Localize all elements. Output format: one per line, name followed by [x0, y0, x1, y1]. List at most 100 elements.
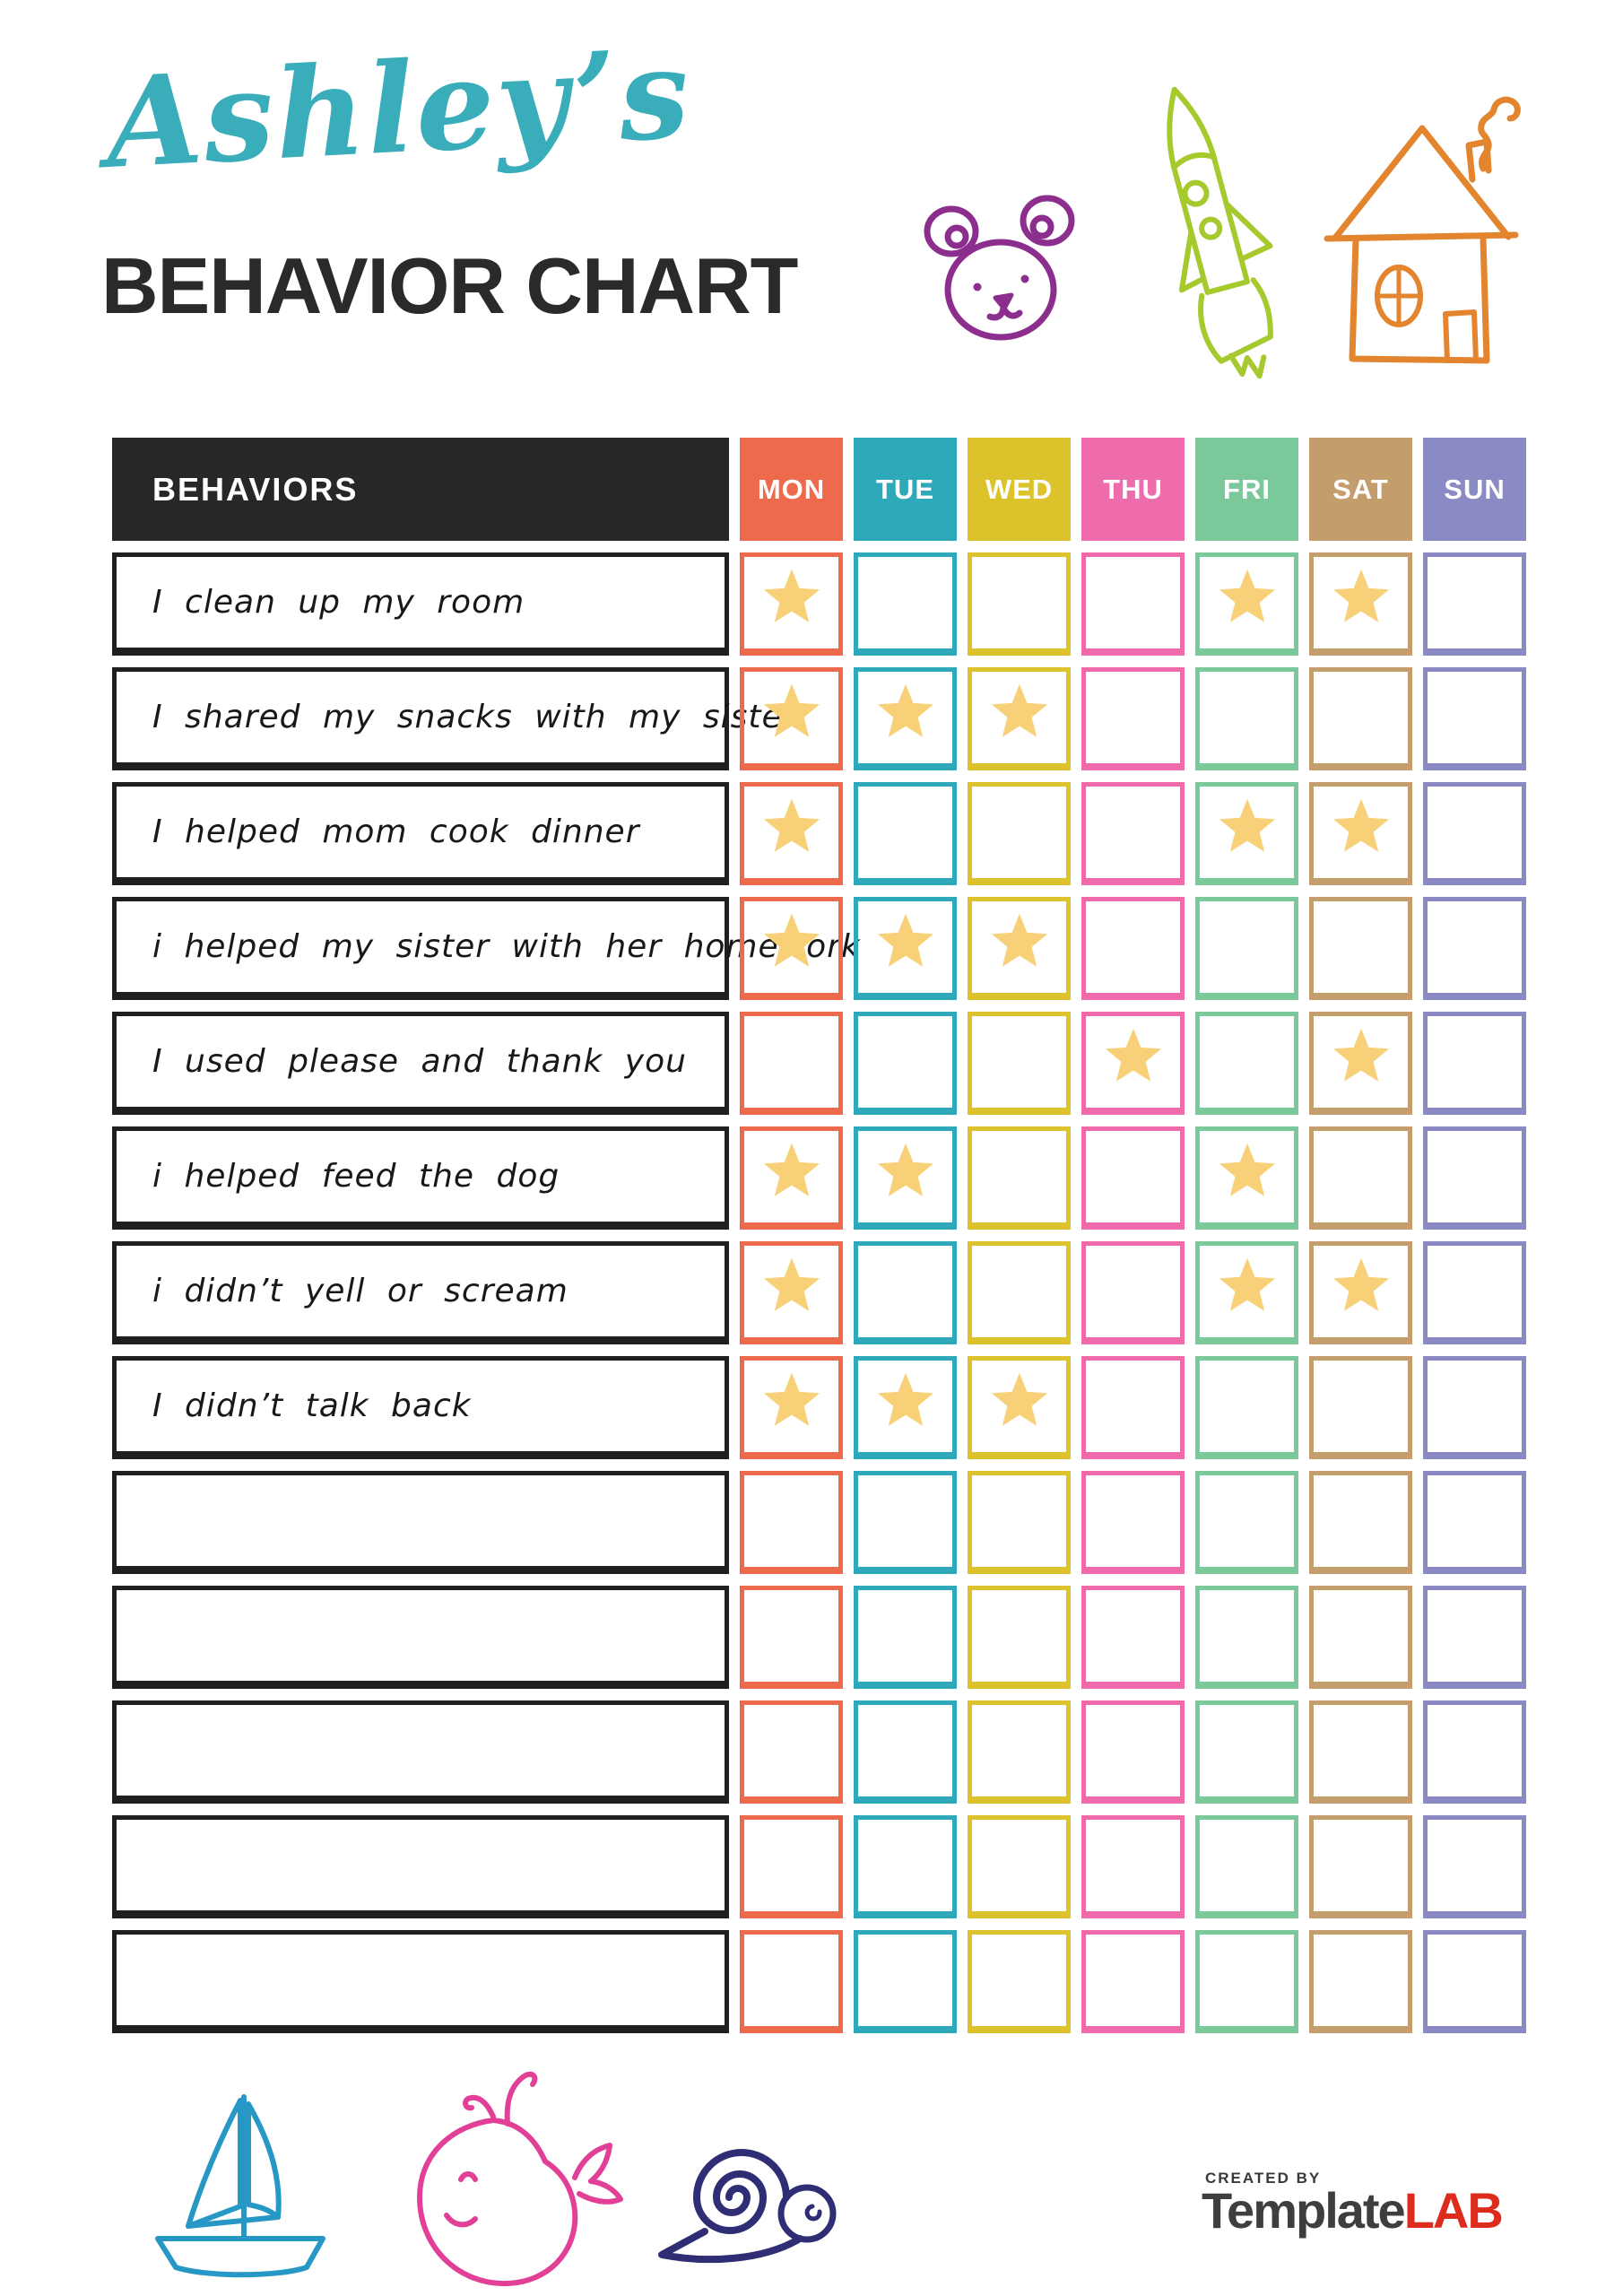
cell-row11-tue: [854, 1700, 957, 1804]
star-icon: [991, 913, 1047, 967]
star-icon: [763, 1257, 820, 1311]
cell-row8-mon: [740, 1356, 843, 1459]
cell-row7-sat: [1309, 1241, 1412, 1344]
cell-row2-sat: [1309, 667, 1412, 770]
behavior-label-row-11: [112, 1700, 729, 1804]
behavior-label-row-5: I used please and thank you: [112, 1012, 729, 1115]
day-header-fri: FRI: [1195, 438, 1298, 541]
cell-row11-wed: [968, 1700, 1071, 1804]
cell-row4-sat: [1309, 897, 1412, 1000]
star-icon: [763, 683, 820, 737]
star-icon: [1219, 1257, 1275, 1311]
cell-row1-sun: [1423, 552, 1526, 656]
cell-row9-sun: [1423, 1471, 1526, 1574]
cell-row13-sat: [1309, 1930, 1412, 2033]
cell-row6-sat: [1309, 1126, 1412, 1230]
cell-row4-tue: [854, 897, 957, 1000]
cell-row4-wed: [968, 897, 1071, 1000]
sailboat-icon: [155, 2094, 325, 2278]
star-icon: [877, 1143, 933, 1196]
cell-row12-thu: [1081, 1815, 1185, 1918]
cell-row6-sun: [1423, 1126, 1526, 1230]
behavior-label-row-4: i helped my sister with her homework: [112, 897, 860, 1000]
cell-row3-fri: [1195, 782, 1298, 885]
cell-row12-sat: [1309, 1815, 1412, 1918]
cell-row6-tue: [854, 1126, 957, 1230]
behavior-label-row-6: i helped feed the dog: [112, 1126, 729, 1230]
day-header-mon: MON: [740, 438, 843, 541]
cell-row5-tue: [854, 1012, 957, 1115]
cell-row11-thu: [1081, 1700, 1185, 1804]
cell-row2-thu: [1081, 667, 1185, 770]
brand-suffix-text: LAB: [1403, 2182, 1504, 2239]
cell-row10-tue: [854, 1586, 957, 1689]
cell-row3-sun: [1423, 782, 1526, 885]
cell-row11-fri: [1195, 1700, 1298, 1804]
star-icon: [877, 683, 933, 737]
cell-row10-sun: [1423, 1586, 1526, 1689]
cell-row9-thu: [1081, 1471, 1185, 1574]
cell-row9-fri: [1195, 1471, 1298, 1574]
cell-row1-sat: [1309, 552, 1412, 656]
cell-row1-thu: [1081, 552, 1185, 656]
cell-row4-sun: [1423, 897, 1526, 1000]
day-header-tue: TUE: [854, 438, 957, 541]
behavior-label-row-12: [112, 1815, 729, 1918]
cell-row12-fri: [1195, 1815, 1298, 1918]
cell-row3-mon: [740, 782, 843, 885]
cell-row13-wed: [968, 1930, 1071, 2033]
cell-row9-wed: [968, 1471, 1071, 1574]
star-icon: [991, 1372, 1047, 1426]
behavior-label-row-7: i didn’t yell or scream: [112, 1241, 729, 1344]
cell-row10-wed: [968, 1586, 1071, 1689]
star-icon: [1332, 1257, 1389, 1311]
cell-row4-mon: [740, 897, 843, 1000]
day-header-thu: THU: [1081, 438, 1185, 541]
cell-row11-sun: [1423, 1700, 1526, 1804]
cell-row5-fri: [1195, 1012, 1298, 1115]
cell-row8-thu: [1081, 1356, 1185, 1459]
whale-icon: [417, 2071, 623, 2287]
cell-row11-mon: [740, 1700, 843, 1804]
cell-row2-sun: [1423, 667, 1526, 770]
cell-row6-mon: [740, 1126, 843, 1230]
day-header-wed: WED: [968, 438, 1071, 541]
cell-row7-thu: [1081, 1241, 1185, 1344]
cell-row3-wed: [968, 782, 1071, 885]
star-icon: [877, 1372, 933, 1426]
behavior-label-row-8: I didn’t talk back: [112, 1356, 729, 1459]
templatelab-logo: TemplateLAB: [1202, 2181, 1504, 2239]
cell-row7-tue: [854, 1241, 957, 1344]
bear-icon: [924, 195, 1075, 341]
cell-row6-wed: [968, 1126, 1071, 1230]
cell-row13-thu: [1081, 1930, 1185, 2033]
cell-row7-fri: [1195, 1241, 1298, 1344]
brand-name-text: Template: [1202, 2182, 1406, 2239]
cell-row5-mon: [740, 1012, 843, 1115]
rocket-icon: [1167, 86, 1273, 379]
cell-row13-tue: [854, 1930, 957, 2033]
star-icon: [1105, 1028, 1161, 1082]
star-icon: [1219, 798, 1275, 852]
cell-row12-wed: [968, 1815, 1071, 1918]
star-icon: [763, 569, 820, 622]
cell-row1-tue: [854, 552, 957, 656]
cell-row13-mon: [740, 1930, 843, 2033]
star-icon: [763, 913, 820, 967]
cell-row4-thu: [1081, 897, 1185, 1000]
cell-row4-fri: [1195, 897, 1298, 1000]
cell-row7-sun: [1423, 1241, 1526, 1344]
behavior-label-row-2: I shared my snacks with my sister: [112, 667, 795, 770]
star-icon: [1332, 569, 1389, 622]
star-icon: [1219, 569, 1275, 622]
cell-row5-thu: [1081, 1012, 1185, 1115]
cell-row2-wed: [968, 667, 1071, 770]
cell-row12-mon: [740, 1815, 843, 1918]
cell-row5-wed: [968, 1012, 1071, 1115]
cell-row3-thu: [1081, 782, 1185, 885]
cell-row10-fri: [1195, 1586, 1298, 1689]
behavior-label-row-1: I clean up my room: [112, 552, 729, 656]
cell-row1-fri: [1195, 552, 1298, 656]
cell-row1-mon: [740, 552, 843, 656]
created-by-label: CREATED BY: [1205, 2170, 1322, 2187]
